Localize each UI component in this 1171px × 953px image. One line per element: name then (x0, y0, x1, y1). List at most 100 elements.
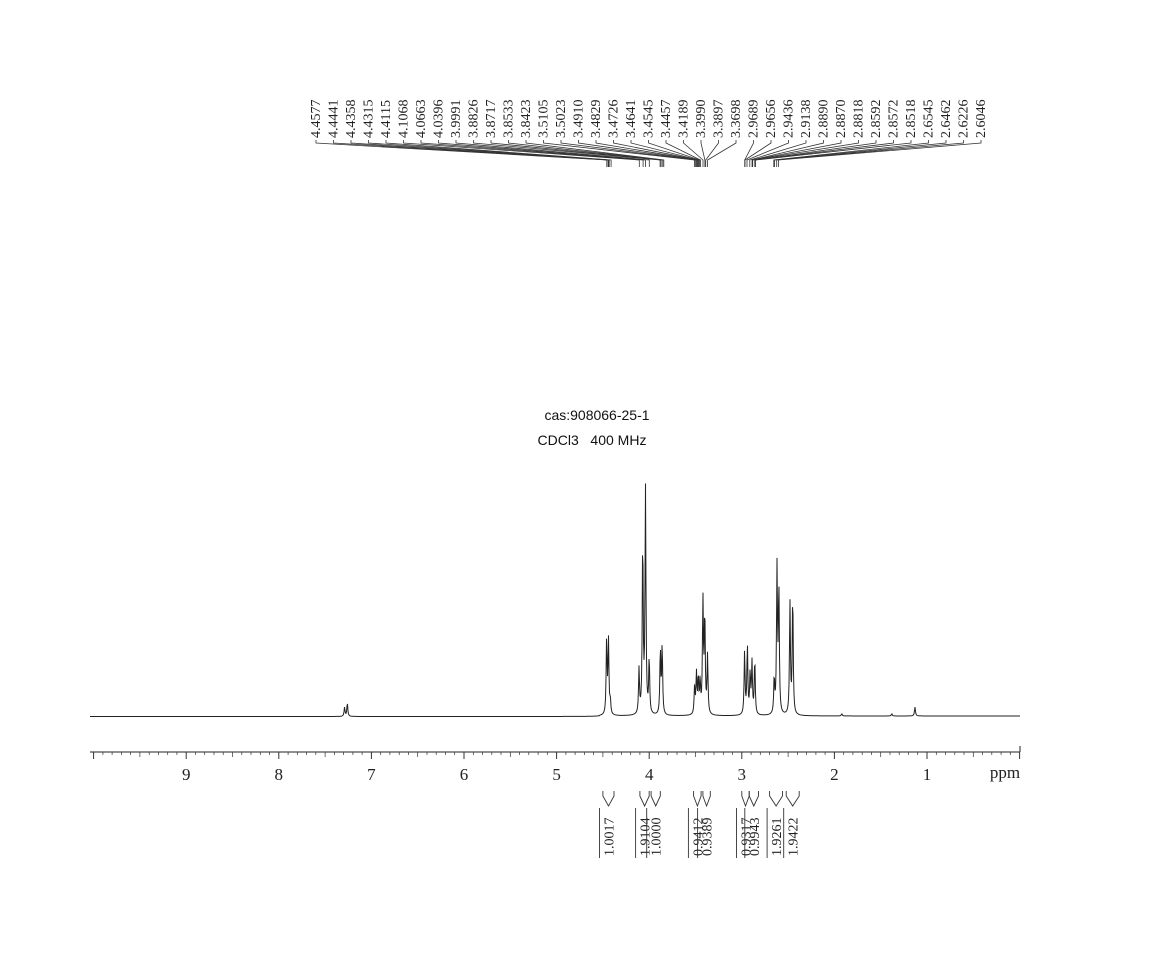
peak-leader-line (648, 140, 701, 167)
chart-subtitle: CDCl3 400 MHz (538, 432, 647, 448)
peak-label: 2.6226 (957, 100, 972, 139)
integral-bracket (602, 791, 615, 807)
integral-value: 0.9943 (748, 818, 763, 857)
peak-leader-line (744, 140, 772, 167)
peak-label: 2.6462 (939, 100, 954, 139)
peak-label: 3.4641 (624, 100, 639, 139)
peak-leader-line (473, 140, 661, 167)
peak-label: 4.0396 (432, 100, 447, 139)
peak-leader-line (420, 140, 644, 167)
peak-leader-line (490, 140, 662, 167)
x-tick-label: 5 (552, 765, 561, 784)
integral-value: 1.9104 (639, 818, 654, 857)
peak-label: 3.3990 (694, 100, 709, 139)
peak-leader-line (315, 140, 608, 167)
peak-leader-line (752, 140, 859, 167)
peak-label: 4.0663 (414, 100, 429, 139)
integral-bracket (785, 791, 800, 807)
integral-bracket (748, 791, 759, 808)
peak-label: 4.4358 (344, 100, 359, 139)
integral-bracket (769, 791, 783, 807)
peak-leader-line (630, 140, 700, 167)
peak-leader-line (403, 140, 640, 167)
peak-leader-line (774, 140, 947, 167)
peak-leader-line (751, 140, 842, 167)
peak-leader-line (705, 140, 719, 167)
x-tick-label: 6 (460, 765, 469, 784)
integral-value: 1.9422 (787, 818, 802, 857)
peak-leader-line (385, 140, 612, 167)
peak-leader-line (613, 140, 699, 167)
peak-label: 3.4910 (572, 100, 587, 139)
x-axis-label: ppm (990, 763, 1020, 782)
integral-value: 1.9261 (770, 818, 785, 857)
peak-leader-line (560, 140, 696, 167)
peak-leader-line (778, 140, 982, 167)
peak-label: 2.8890 (817, 100, 832, 139)
x-tick-label: 2 (830, 765, 839, 784)
peak-label: 3.8717 (484, 100, 499, 139)
peak-leader-line (707, 140, 737, 167)
peak-leader-line (683, 140, 704, 167)
peak-label: 3.5105 (537, 100, 552, 139)
peak-label: 2.6545 (922, 100, 937, 139)
peak-label: 3.3897 (712, 100, 727, 139)
peak-label: 2.9656 (764, 100, 779, 139)
peak-label: 2.8518 (904, 100, 919, 139)
peak-label: 2.8572 (887, 100, 902, 139)
integral-value: 1.0000 (650, 818, 665, 857)
integral-bracket (639, 791, 650, 808)
x-axis: 9 8 7 6 5 4 3 2 1 (90, 746, 1021, 784)
x-tick-label: 1 (923, 765, 932, 784)
x-tick-label: 7 (367, 765, 376, 784)
peak-leader-line (368, 140, 610, 167)
integral-value: 0.9389 (701, 818, 716, 857)
x-tick-label: 3 (738, 765, 747, 784)
peak-label: 4.4441 (327, 100, 342, 139)
integral-value: 0.9412 (691, 818, 706, 857)
peak-label: 4.1068 (397, 100, 412, 139)
peak-leader-line (700, 140, 706, 167)
integral-bracket (693, 791, 702, 808)
peak-leader-line (333, 140, 609, 167)
x-tick-label: 9 (182, 765, 191, 784)
peak-leader-line (455, 140, 650, 167)
peak-leader-line (776, 140, 964, 167)
peak-leader-line (543, 140, 695, 167)
peak-leader-line (508, 140, 664, 167)
chart-title: cas:908066-25-1 (544, 407, 649, 423)
peak-label: 3.3698 (729, 100, 744, 139)
integral-bracket (650, 791, 661, 808)
integral-value: 0.9317 (740, 818, 755, 857)
x-tick-label: 4 (645, 765, 654, 784)
peak-leader-line (438, 140, 646, 167)
peak-label: 2.9436 (782, 100, 797, 139)
integral-bracket (741, 791, 750, 808)
peak-label: 2.9138 (799, 100, 814, 139)
peak-leader-line (746, 140, 789, 167)
peak-label: 4.4315 (362, 100, 377, 139)
integral-bracket (702, 791, 711, 808)
peak-leader-line (525, 140, 665, 167)
peak-label: 3.8423 (519, 100, 534, 139)
peak-label: 3.4189 (677, 100, 692, 139)
peak-leader-line (755, 140, 912, 167)
peak-label: 3.8826 (467, 100, 482, 139)
peak-leader-line (749, 140, 807, 167)
peak-leader-line (578, 140, 697, 167)
peak-label: 3.4457 (659, 100, 674, 139)
peak-label: 2.9689 (747, 100, 762, 139)
peak-label: 2.8592 (869, 100, 884, 139)
peak-leader-line (754, 140, 894, 167)
spectrum-trace (90, 483, 1020, 717)
peak-leader-line (665, 140, 701, 167)
peak-label: 3.4829 (589, 100, 604, 139)
peak-label: 4.4115 (379, 100, 394, 138)
peak-label: 3.4726 (607, 100, 622, 139)
peak-label: 3.5023 (554, 100, 569, 139)
x-tick-label: 8 (275, 765, 284, 784)
peak-leader-line (773, 140, 929, 167)
peak-label: 2.8818 (852, 100, 867, 139)
